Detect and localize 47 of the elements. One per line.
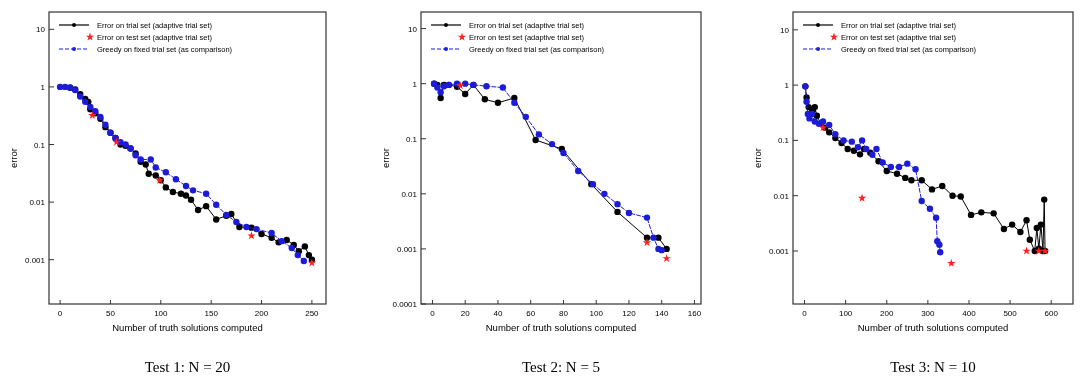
x-tick-label: 80	[559, 309, 569, 318]
y-tick-label: 1	[40, 82, 46, 92]
x-tick-label: 20	[460, 309, 471, 318]
y-tick-label: 0.01	[29, 198, 46, 208]
x-tick-label: 150	[204, 309, 219, 318]
y-tick-label: 10	[780, 25, 790, 35]
y-tick-label: 0.1	[405, 134, 418, 144]
y-tick-label: 0.001	[396, 244, 418, 254]
x-tick-label: 140	[655, 309, 669, 318]
x-axis-title: Number of truth solutions computed	[112, 322, 263, 333]
y-tick-label: 1	[412, 79, 418, 89]
y-tick-label: 10	[36, 25, 46, 35]
y-axis-title: error	[8, 147, 19, 169]
x-tick-label: 40	[493, 309, 503, 318]
text: Test 1: N = 20	[144, 359, 231, 375]
y-tick-label: 0.001	[24, 255, 46, 265]
x-tick-label: 100	[154, 309, 169, 318]
x-tick-label: 160	[687, 309, 702, 318]
x-tick-label: 200	[880, 309, 894, 318]
x-tick-label: 100	[589, 309, 604, 318]
y-axis-title: error	[380, 147, 391, 169]
y-axis-title: error	[752, 147, 763, 169]
x-axis-title: Number of truth solutions computed	[485, 322, 637, 333]
x-tick-label: 400	[962, 309, 977, 318]
y-tick-label: 0.01	[773, 191, 790, 201]
x-tick-label: 0	[802, 309, 808, 318]
x-tick-label: 300	[921, 309, 936, 318]
x-tick-label: 60	[526, 309, 536, 318]
x-axis-title: Number of truth solutions computed	[857, 322, 1009, 333]
x-tick-label: 500	[1003, 309, 1018, 318]
y-tick-label: 0.1	[777, 136, 790, 146]
y-tick-label: 10	[408, 24, 418, 34]
x-tick-label: 200	[254, 309, 269, 318]
x-tick-label: 0	[57, 309, 63, 318]
y-tick-label: 1	[784, 81, 790, 91]
y-tick-label: 0.01	[401, 189, 418, 199]
x-tick-label: 50	[105, 309, 116, 318]
x-tick-label: 100	[838, 309, 853, 318]
x-tick-label: 600	[1044, 309, 1059, 318]
text: Test 2: N = 5	[521, 359, 601, 375]
x-tick-label: 120	[622, 309, 637, 318]
x-tick-label: 250	[305, 309, 320, 318]
y-tick-label: 0.1	[33, 140, 46, 150]
text: Test 3: N = 10	[890, 359, 976, 375]
y-tick-label: 0.001	[768, 246, 790, 256]
x-tick-label: 0	[430, 309, 436, 318]
y-tick-label: 0.0001	[392, 300, 418, 309]
